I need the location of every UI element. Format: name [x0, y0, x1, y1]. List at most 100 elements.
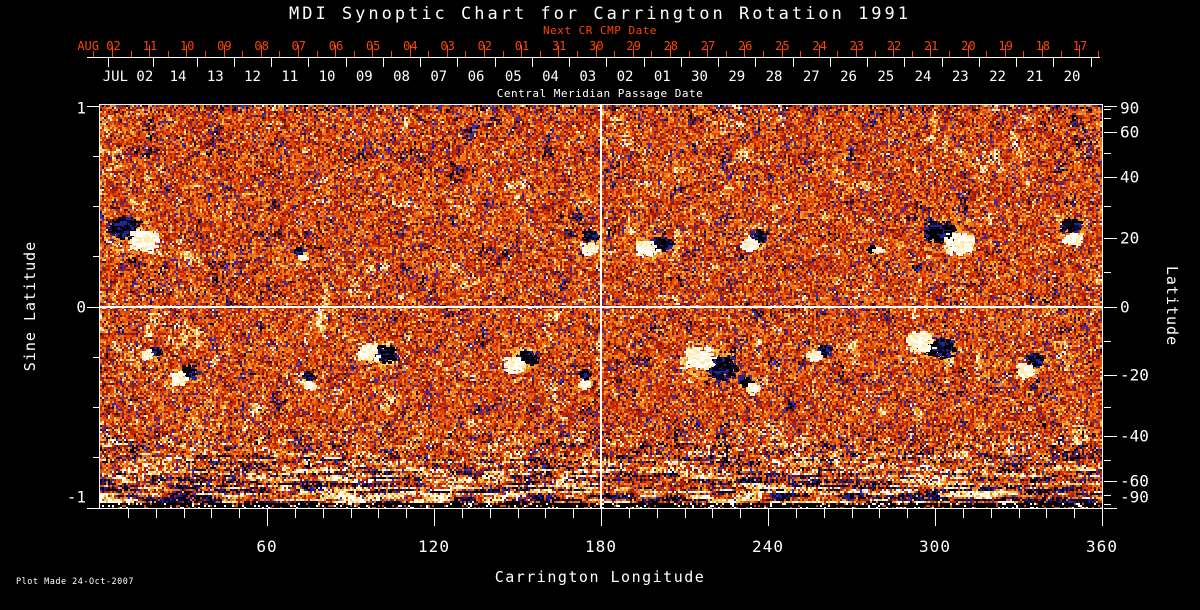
plot-made-timestamp: Plot Made 24-Oct-2007 — [16, 577, 134, 587]
next-cr-halfday-tick — [279, 51, 281, 57]
sine-latitude-tick — [93, 356, 100, 358]
sine-latitude-tick — [87, 105, 100, 107]
next-cr-day-tick — [484, 45, 485, 57]
longitude-minor-tick — [795, 509, 797, 518]
longitude-tick-label: 240 — [752, 537, 784, 556]
cmp-day-tick — [978, 57, 980, 67]
next-cr-halfday-tick — [353, 51, 355, 57]
cmp-date-label: 09 — [355, 69, 373, 85]
sine-latitude-tick — [87, 507, 100, 509]
next-cr-halfday-tick — [428, 51, 430, 57]
cmp-day-tick — [271, 57, 273, 67]
longitude-tick-label: 300 — [919, 537, 951, 556]
cmp-date-label: 06 — [467, 69, 485, 85]
latitude-tick-label: -90 — [1120, 487, 1149, 507]
cmp-date-label: 20 — [1063, 69, 1081, 85]
latitude-tick — [1104, 480, 1117, 482]
next-cr-day-tick — [558, 45, 560, 57]
next-cr-day-tick — [1004, 45, 1006, 57]
next-cr-day-tick — [446, 45, 448, 57]
synoptic-magnetogram-image — [100, 105, 1102, 508]
longitude-minor-tick — [656, 509, 658, 518]
next-cr-cmp-date-label: Next CR CMP Date — [543, 24, 657, 37]
longitude-minor-tick — [1018, 509, 1020, 518]
next-cr-day-tick — [223, 45, 225, 57]
next-cr-halfday-tick — [986, 51, 988, 57]
latitude-tick-label: 60 — [1120, 122, 1140, 142]
next-cr-halfday-tick — [167, 51, 169, 57]
longitude-minor-tick — [461, 509, 463, 518]
next-cr-day-tick — [856, 45, 857, 57]
cmp-day-tick — [108, 57, 109, 67]
cmp-date-label: JUL 02 — [102, 69, 154, 85]
longitude-minor-tick — [489, 509, 491, 518]
longitude-minor-tick — [239, 509, 241, 518]
cmp-day-tick — [308, 57, 310, 67]
longitude-minor-tick — [127, 509, 129, 518]
cmp-date-label: 27 — [802, 69, 820, 85]
next-cr-halfday-tick — [763, 51, 764, 57]
next-cr-day-tick — [1079, 45, 1081, 57]
carrington-longitude-axis-title: Carrington Longitude — [494, 568, 706, 586]
cmp-date-label: 10 — [318, 69, 336, 85]
next-cr-day-tick — [372, 45, 374, 57]
next-cr-halfday-tick — [316, 51, 318, 57]
latitude-tick-label: 40 — [1120, 167, 1140, 187]
cmp-day-tick — [643, 57, 645, 67]
cmp-date-axis-title: Central Meridian Passage Date — [496, 87, 704, 100]
cmp-day-tick — [867, 57, 869, 67]
cmp-date-label: 21 — [1026, 69, 1044, 85]
latitude-tick — [1104, 507, 1117, 509]
next-cr-halfday-tick — [93, 51, 95, 57]
cmp-date-label: 24 — [914, 69, 932, 85]
cmp-date-label: 08 — [393, 69, 410, 85]
cmp-date-label: 03 — [579, 69, 597, 85]
next-cr-halfday-tick — [502, 51, 504, 57]
longitude-minor-tick — [990, 509, 992, 518]
cmp-date-label: 14 — [169, 69, 187, 85]
chart-title: MDI Synoptic Chart for Carrington Rotati… — [288, 4, 912, 24]
longitude-minor-tick — [823, 509, 825, 518]
longitude-minor-tick — [545, 509, 547, 518]
longitude-minor-tick — [907, 509, 909, 518]
next-cr-day-tick — [930, 45, 932, 57]
latitude-tick-label: 90 — [1120, 98, 1140, 118]
longitude-minor-tick — [183, 509, 185, 518]
latitude-tick-label: -20 — [1120, 365, 1149, 385]
cmp-day-tick — [680, 57, 682, 67]
next-cr-day-tick — [149, 45, 151, 57]
next-cr-day-tick — [744, 45, 746, 57]
longitude-tick-label: 120 — [418, 537, 450, 556]
cmp-day-tick — [345, 57, 347, 67]
latitude-tick — [1104, 504, 1111, 506]
cmp-day-tick — [718, 57, 720, 67]
plot-frame — [99, 104, 1103, 509]
cmp-day-tick — [755, 57, 757, 67]
longitude-tick-label: 180 — [585, 537, 617, 556]
next-cr-halfday-tick — [874, 51, 876, 57]
cmp-date-label: 22 — [989, 69, 1006, 85]
cmp-day-tick — [153, 57, 154, 67]
cmp-day-tick — [1016, 57, 1018, 67]
longitude-minor-tick — [322, 509, 324, 518]
longitude-minor-tick — [740, 509, 742, 518]
next-cr-day-tick — [818, 45, 820, 57]
longitude-minor-tick — [879, 509, 881, 518]
next-cr-day-tick — [186, 45, 188, 57]
next-cr-halfday-tick — [391, 51, 392, 57]
latitude-tick — [1104, 435, 1117, 437]
cmp-date-label: 28 — [765, 69, 783, 85]
sine-latitude-tick-label: 1 — [76, 98, 86, 118]
sine-latitude-tick — [93, 457, 100, 459]
latitude-tick — [1104, 306, 1117, 308]
latitude-tick — [1104, 460, 1111, 462]
longitude-minor-tick — [155, 509, 157, 518]
next-cr-halfday-tick — [651, 51, 653, 57]
latitude-tick — [1104, 105, 1117, 107]
next-cr-day-tick — [967, 45, 969, 57]
next-cr-halfday-tick — [539, 51, 541, 57]
next-cr-day-tick — [632, 45, 634, 57]
latitude-tick-label: 0 — [1120, 297, 1130, 316]
longitude-major-tick — [601, 509, 602, 526]
next-cr-day-tick — [260, 45, 262, 57]
